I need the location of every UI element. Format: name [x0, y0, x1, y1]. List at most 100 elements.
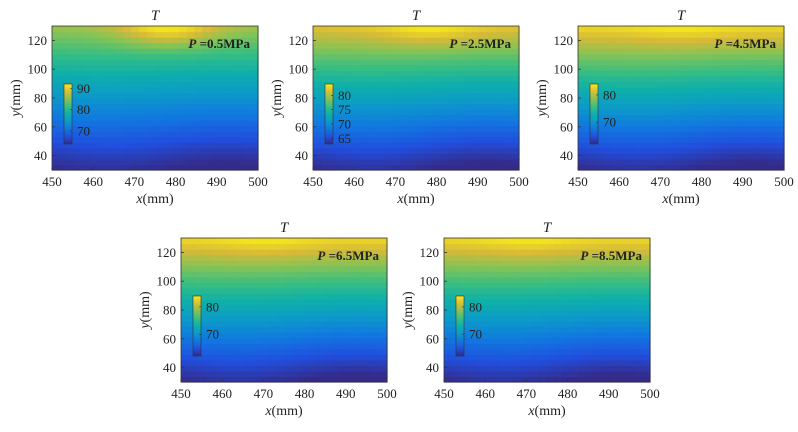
heatmap-cell: [400, 158, 409, 166]
heatmap-cell: [547, 276, 556, 283]
heatmap-cell: [704, 142, 714, 149]
heatmap-cell: [260, 254, 269, 261]
heatmap-cell: [720, 31, 730, 38]
heatmap-cell: [376, 136, 385, 143]
heatmap-cell: [360, 120, 370, 127]
heatmap-cell: [471, 92, 480, 99]
heatmap-cell: [463, 131, 473, 138]
heatmap-cell: [547, 365, 556, 372]
heatmap-cell: [720, 48, 730, 55]
heatmap-cell: [210, 92, 219, 99]
heatmap-cell: [562, 354, 572, 361]
heatmap-cell: [673, 114, 682, 121]
heatmap-cell: [408, 164, 417, 171]
heatmap-cell: [155, 120, 164, 127]
heatmap-cell: [491, 254, 501, 261]
heatmap-cell: [67, 153, 77, 160]
heatmap-cell: [752, 164, 761, 171]
heatmap-cell: [99, 31, 109, 38]
heatmap-cell: [59, 48, 69, 55]
heatmap-cell: [194, 64, 204, 71]
heatmap-cell: [162, 98, 172, 105]
heatmap-cell: [760, 31, 769, 38]
heatmap-cell: [463, 70, 473, 77]
heatmap-cell: [210, 142, 219, 149]
heatmap-cell: [712, 131, 722, 138]
heatmap-cell: [115, 59, 124, 66]
heatmap-cell: [147, 103, 156, 110]
heatmap-cell: [196, 238, 206, 245]
heatmap-cell: [360, 81, 370, 88]
heatmap-cell: [384, 153, 393, 160]
heatmap-cell: [503, 26, 512, 33]
heatmap-cell: [331, 238, 341, 245]
heatmap-cell: [467, 282, 477, 289]
heatmap-cell: [186, 120, 196, 127]
heatmap-cell: [704, 147, 714, 154]
heatmap-cell: [515, 265, 524, 272]
heatmap-cell: [371, 238, 380, 245]
heatmap-cell: [186, 131, 196, 138]
heatmap-cell: [107, 120, 116, 127]
heatmap-cell: [260, 359, 269, 366]
colorbar-tick-label: 80: [469, 299, 482, 314]
heatmap-cell: [91, 131, 101, 138]
heatmap-cell: [752, 42, 761, 49]
heatmap-cell: [696, 114, 706, 121]
heatmap-cell: [181, 370, 190, 378]
heatmap-cell: [194, 147, 204, 154]
heatmap-cell: [392, 125, 401, 132]
heatmap-cell: [360, 131, 370, 138]
heatmap-cell: [91, 98, 101, 105]
heatmap-cell: [455, 42, 465, 49]
colorbar-tick-label: 80: [206, 299, 219, 314]
heatmap-cell: [252, 282, 261, 289]
heatmap-cell: [91, 53, 101, 60]
heatmap-cell: [562, 249, 572, 256]
heatmap-cell: [499, 326, 508, 333]
heatmap-cell: [268, 321, 277, 328]
heatmap-cell: [355, 304, 364, 311]
heatmap-cell: [633, 42, 642, 49]
heatmap-cell: [681, 53, 690, 60]
heatmap-cell: [307, 254, 317, 261]
heatmap-cell: [578, 260, 588, 267]
heatmap-cell: [188, 271, 198, 278]
heatmap-cell: [499, 276, 508, 283]
heatmap-cell: [712, 120, 722, 127]
heatmap-cell: [379, 376, 388, 383]
pressure-annotation: P =4.5MPa: [714, 36, 776, 51]
heatmap-cell: [601, 48, 611, 55]
heatmap-cell: [250, 136, 259, 143]
heatmap-cell: [331, 326, 341, 333]
heatmap-cell: [752, 103, 761, 110]
heatmap-cell: [363, 365, 372, 372]
heatmap-cell: [768, 48, 777, 55]
heatmap-cell: [507, 326, 516, 333]
heatmap-cell: [181, 265, 190, 272]
heatmap-cell: [451, 238, 461, 245]
heatmap-cell: [181, 282, 190, 289]
heatmap-cell: [776, 75, 785, 82]
heatmap-cell: [131, 114, 140, 121]
heatmap-cell: [673, 164, 682, 171]
heatmap-cell: [594, 254, 604, 261]
heatmap-cell: [539, 265, 548, 272]
heatmap-cell: [336, 158, 346, 166]
heatmap-cell: [336, 142, 346, 149]
heatmap-cell: [204, 310, 214, 317]
heatmap-cell: [228, 370, 238, 378]
heatmap-cell: [499, 293, 508, 300]
heatmap-cell: [123, 48, 132, 55]
heatmap-cell: [483, 249, 493, 256]
heatmap-cell: [360, 53, 370, 60]
heatmap-cell: [704, 125, 714, 132]
heatmap-cell: [210, 31, 219, 38]
heatmap-cell: [186, 37, 196, 44]
heatmap-cell: [447, 86, 457, 94]
heatmap-cell: [408, 75, 417, 82]
heatmap-cell: [633, 103, 642, 110]
heatmap-cell: [463, 147, 473, 154]
heatmap-cell: [162, 26, 172, 33]
heatmap-cell: [355, 359, 364, 366]
